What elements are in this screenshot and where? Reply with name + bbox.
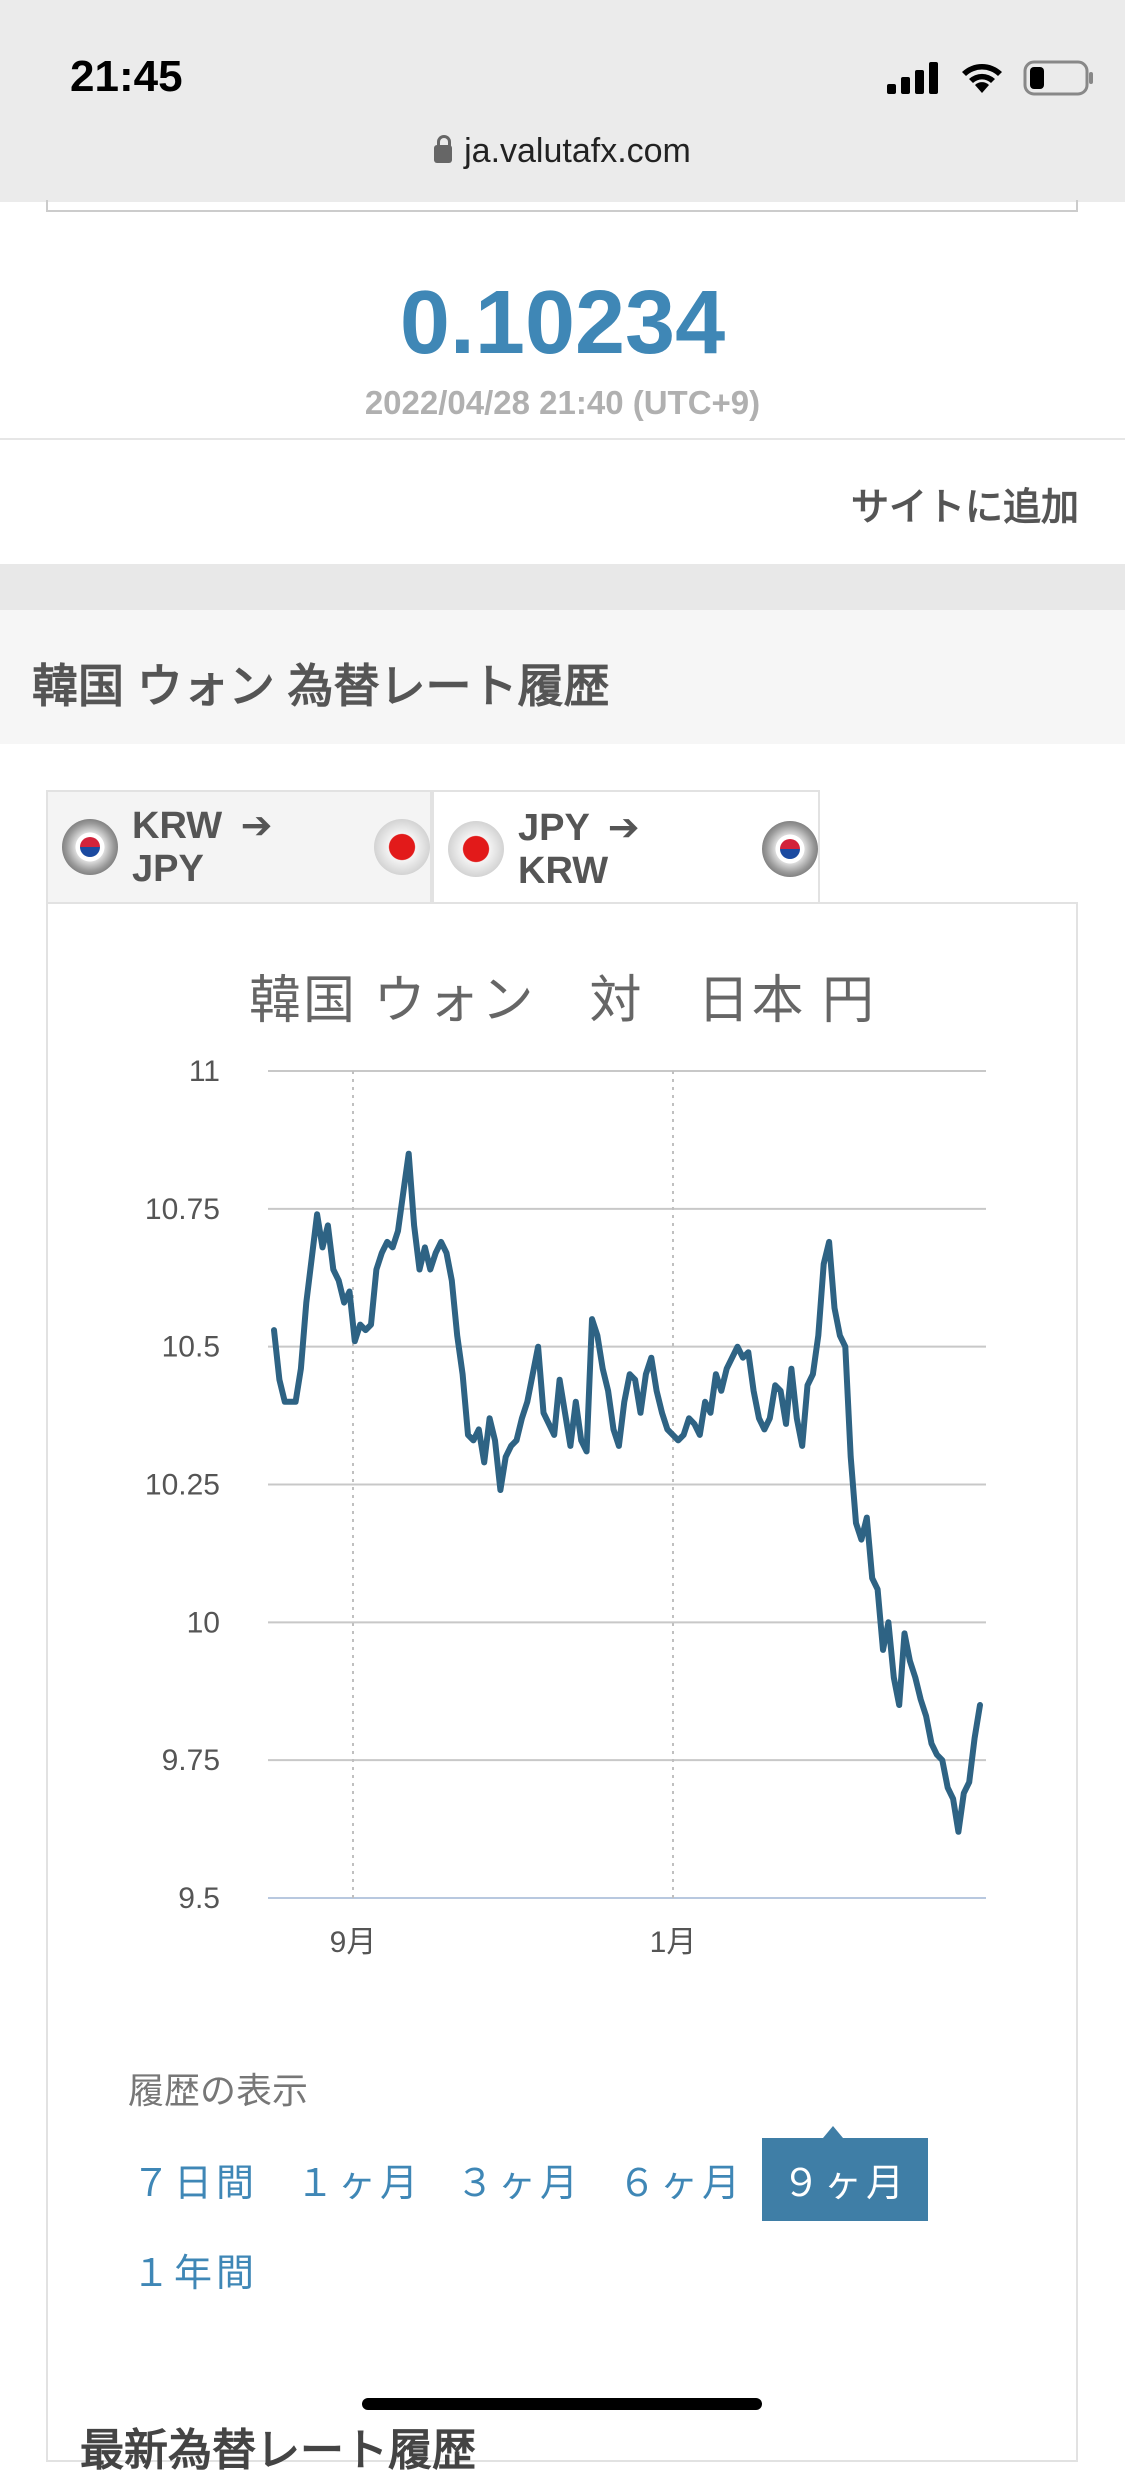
tab-to: JPY — [132, 848, 204, 890]
tab-jpy-krw[interactable]: JPY ➔ KRW — [432, 790, 820, 906]
wifi-icon — [962, 64, 1002, 93]
status-time: 21:45 — [70, 52, 183, 101]
range-9m-button[interactable]: ９ヶ月 — [762, 2138, 929, 2221]
address-bar[interactable]: ja.valutafx.com — [0, 132, 1125, 171]
add-to-site-link[interactable]: サイトに追加 — [850, 487, 1079, 529]
range-3m-button[interactable]: ３ヶ月 — [456, 2163, 583, 2205]
url-text: ja.valutafx.com — [464, 132, 691, 170]
y-tick-label: 10.75 — [145, 1193, 220, 1226]
rate-value: 0.10234 — [399, 273, 726, 373]
x-tick-label: 1月 — [650, 1926, 697, 1959]
divider — [0, 438, 1125, 440]
y-tick-label: 9.75 — [162, 1744, 220, 1777]
japan-flag-icon — [374, 819, 430, 875]
browser-top-bar: 21:45 ja.valutafx.com — [0, 0, 1125, 202]
y-tick-label: 10.25 — [145, 1469, 220, 1502]
lock-icon — [434, 135, 453, 163]
section-separator — [0, 564, 1125, 610]
next-section-title: 最新為替レート履歴 — [80, 2426, 476, 2475]
y-tick-label: 10.5 — [162, 1331, 220, 1364]
range-1m-button[interactable]: １ヶ月 — [296, 2163, 423, 2205]
y-tick-label: 11 — [189, 1055, 220, 1088]
battery-icon — [1023, 60, 1093, 96]
range-7d-button[interactable]: ７日間 — [132, 2163, 259, 2205]
range-6m-button[interactable]: ６ヶ月 — [618, 2163, 745, 2205]
y-tick-label: 9.5 — [178, 1882, 220, 1915]
history-label: 履歴の表示 — [128, 2070, 309, 2111]
y-tick-label: 10 — [187, 1606, 220, 1639]
converter-box-edge — [46, 200, 1078, 212]
range-1y-button[interactable]: １年間 — [132, 2253, 259, 2295]
status-icons — [887, 58, 1095, 98]
korea-flag-icon — [762, 821, 818, 877]
tab-to: KRW — [518, 850, 609, 892]
active-range-caret — [823, 2126, 843, 2138]
section-title: 韓国 ウォン 為替レート履歴 — [32, 660, 610, 712]
tab-krw-jpy[interactable]: KRW ➔ JPY — [46, 790, 432, 904]
chart-title: 韓国 ウォン 対 日本 円 — [249, 972, 876, 1030]
arrow-right-icon: ➔ — [240, 805, 273, 847]
tab-from: KRW — [132, 805, 223, 847]
japan-flag-icon — [448, 821, 504, 877]
history-section-header: 韓国 ウォン 為替レート履歴 — [0, 610, 1125, 744]
exchange-rate-chart: 11 10.75 10.5 10.25 10 9.75 9.5 9月 1月 — [145, 1055, 986, 1959]
korea-flag-icon — [62, 819, 118, 875]
x-tick-label: 9月 — [330, 1926, 377, 1959]
arrow-right-icon: ➔ — [607, 807, 640, 849]
cellular-signal-icon — [887, 62, 938, 94]
rate-timestamp: 2022/04/28 21:40 (UTC+9) — [364, 384, 761, 421]
series-line — [271, 1150, 983, 1835]
home-indicator[interactable] — [362, 2398, 762, 2410]
tab-from: JPY — [518, 807, 590, 849]
